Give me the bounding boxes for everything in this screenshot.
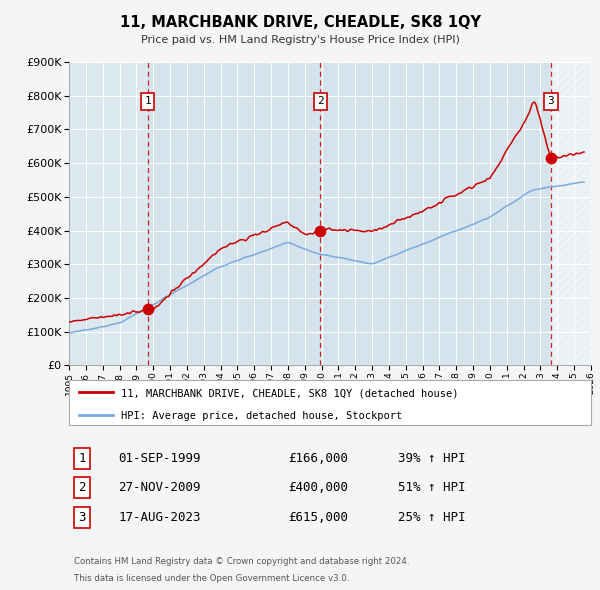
Point (546, 153, 556, 163)
Bar (148, 62, 320, 365)
Text: 11, MARCHBANK DRIVE, CHEADLE, SK8 1QY (detached house): 11, MARCHBANK DRIVE, CHEADLE, SK8 1QY (d… (121, 388, 459, 398)
Text: Price paid vs. HM Land Registry's House Price Index (HPI): Price paid vs. HM Land Registry's House … (140, 35, 460, 44)
Text: HPI: Average price, detached house, Stockport: HPI: Average price, detached house, Stoc… (121, 411, 403, 421)
Text: £615,000: £615,000 (288, 510, 348, 523)
Text: 3: 3 (548, 96, 554, 106)
Text: 2: 2 (78, 481, 86, 494)
Text: 39% ↑ HPI: 39% ↑ HPI (398, 453, 466, 466)
Point (143, 304, 152, 314)
Text: 2: 2 (317, 96, 323, 106)
Text: 1: 1 (78, 453, 86, 466)
Text: 25% ↑ HPI: 25% ↑ HPI (398, 510, 466, 523)
Text: 17-AUG-2023: 17-AUG-2023 (119, 510, 201, 523)
Text: 1: 1 (144, 96, 151, 106)
Bar (320, 62, 551, 365)
Point (316, 226, 325, 235)
Text: £166,000: £166,000 (288, 453, 348, 466)
Text: 27-NOV-2009: 27-NOV-2009 (119, 481, 201, 494)
Text: Contains HM Land Registry data © Crown copyright and database right 2024.: Contains HM Land Registry data © Crown c… (74, 557, 410, 566)
Text: £400,000: £400,000 (288, 481, 348, 494)
Text: 11, MARCHBANK DRIVE, CHEADLE, SK8 1QY: 11, MARCHBANK DRIVE, CHEADLE, SK8 1QY (119, 15, 481, 30)
Text: 51% ↑ HPI: 51% ↑ HPI (398, 481, 466, 494)
Text: 3: 3 (78, 510, 86, 523)
Bar (551, 62, 591, 365)
Text: 01-SEP-1999: 01-SEP-1999 (119, 453, 201, 466)
Text: This data is licensed under the Open Government Licence v3.0.: This data is licensed under the Open Gov… (74, 573, 350, 582)
